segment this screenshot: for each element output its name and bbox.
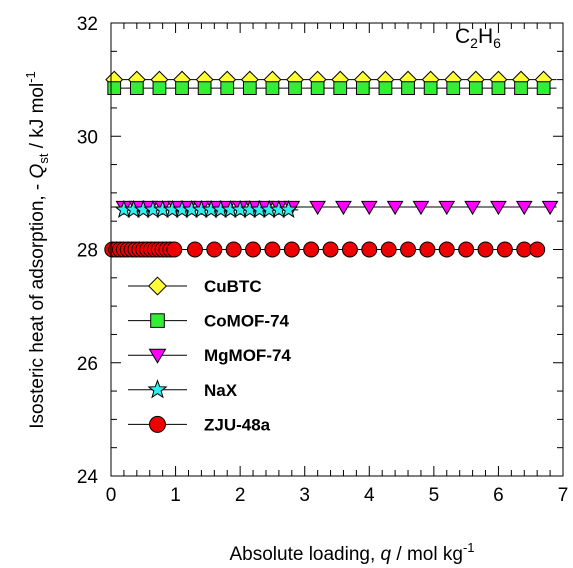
x-tick-label: 4 [364,485,375,506]
point-comof-74 [220,81,235,95]
series-lines [111,79,557,250]
point-comof-74 [491,81,506,95]
point-zju-48a [322,241,339,258]
point-zju-48a [380,241,397,258]
point-mgmof-74 [464,200,481,216]
legend-marker-zju-48a [149,415,166,433]
plot-frame [110,22,564,477]
x-tick-label: 5 [429,485,440,506]
point-zju-48a [400,241,417,258]
point-zju-48a [529,241,546,258]
legend: CuBTC CoMOF-74 MgMOF-74 NaX ZJU-48a [128,276,291,434]
point-zju-48a [166,241,183,258]
point-comof-74 [468,81,483,95]
point-comof-74 [378,81,393,95]
legend-marker-cubtc [147,276,168,296]
point-comof-74 [152,81,167,95]
point-comof-74 [514,81,528,95]
y-tick-label: 26 [77,354,98,375]
point-nax [278,199,299,219]
point-zju-48a [458,241,475,258]
point-mgmof-74 [412,200,430,216]
point-zju-48a [361,241,378,258]
series-comof-74 [107,81,551,95]
legend-item-cubtc: CuBTC [128,276,262,296]
point-zju-48a [186,241,203,258]
point-comof-74 [242,81,257,95]
point-zju-48a [264,241,281,258]
legend-label: MgMOF-74 [204,346,291,365]
point-comof-74 [401,81,415,95]
point-mgmof-74 [541,200,559,216]
chart-ticks [110,22,564,477]
tick-labels: 0 1 2 3 4 5 6 7 24 26 28 30 32 [77,14,568,506]
x-tick-label: 1 [170,485,181,506]
point-comof-74 [175,81,189,95]
point-comof-74 [288,81,302,95]
point-zju-48a [438,241,455,258]
point-mgmof-74 [438,200,456,216]
y-tick-label: 24 [77,467,99,488]
x-tick-label: 3 [299,485,310,506]
series-zju-48a [104,241,546,258]
legend-marker-comof-74 [150,313,165,328]
point-zju-48a [283,241,300,258]
point-comof-74 [423,81,438,95]
x-tick-label: 7 [558,485,569,506]
point-comof-74 [333,81,348,95]
legend-label: CoMOF-74 [204,312,290,331]
x-axis-label: Absolute loading, q / mol kg-1 [229,540,474,565]
legend-label: NaX [204,381,238,400]
point-zju-48a [225,241,242,258]
point-zju-48a [341,241,358,258]
point-comof-74 [310,81,325,95]
point-mgmof-74 [335,200,352,216]
point-mgmof-74 [309,200,327,216]
point-zju-48a [245,241,262,258]
point-mgmof-74 [386,200,404,216]
point-comof-74 [107,81,122,95]
point-zju-48a [206,241,223,258]
series-markers [104,70,559,258]
y-tick-label: 30 [77,127,98,148]
legend-label: CuBTC [204,277,262,296]
x-tick-label: 2 [235,485,246,506]
y-tick-label: 28 [77,241,98,262]
point-comof-74 [129,81,144,95]
point-mgmof-74 [360,200,378,216]
point-comof-74 [197,81,212,95]
point-zju-48a [477,241,494,258]
legend-item-mgmof-74: MgMOF-74 [128,346,291,365]
point-mgmof-74 [515,200,533,216]
point-zju-48a [496,241,513,258]
legend-marker-mgmof-74 [148,348,167,364]
legend-marker-nax [147,379,168,399]
point-comof-74 [536,81,551,95]
series-nax [114,199,299,219]
legend-item-zju-48a: ZJU-48a [128,415,271,434]
point-comof-74 [265,81,280,95]
point-mgmof-74 [490,200,507,216]
point-zju-48a [419,241,436,258]
legend-item-nax: NaX [128,379,238,400]
legend-label: ZJU-48a [204,415,271,434]
y-tick-label: 32 [77,14,98,35]
point-zju-48a [303,241,320,258]
point-comof-74 [355,81,370,95]
x-tick-label: 6 [493,485,504,506]
y-axis-label: Isosteric heat of adsorption, - Qst / kJ… [23,71,51,429]
x-tick-label: 0 [106,485,117,506]
legend-item-comof-74: CoMOF-74 [128,312,290,331]
point-comof-74 [446,81,461,95]
chart-annotation: C2H6 [455,25,501,51]
